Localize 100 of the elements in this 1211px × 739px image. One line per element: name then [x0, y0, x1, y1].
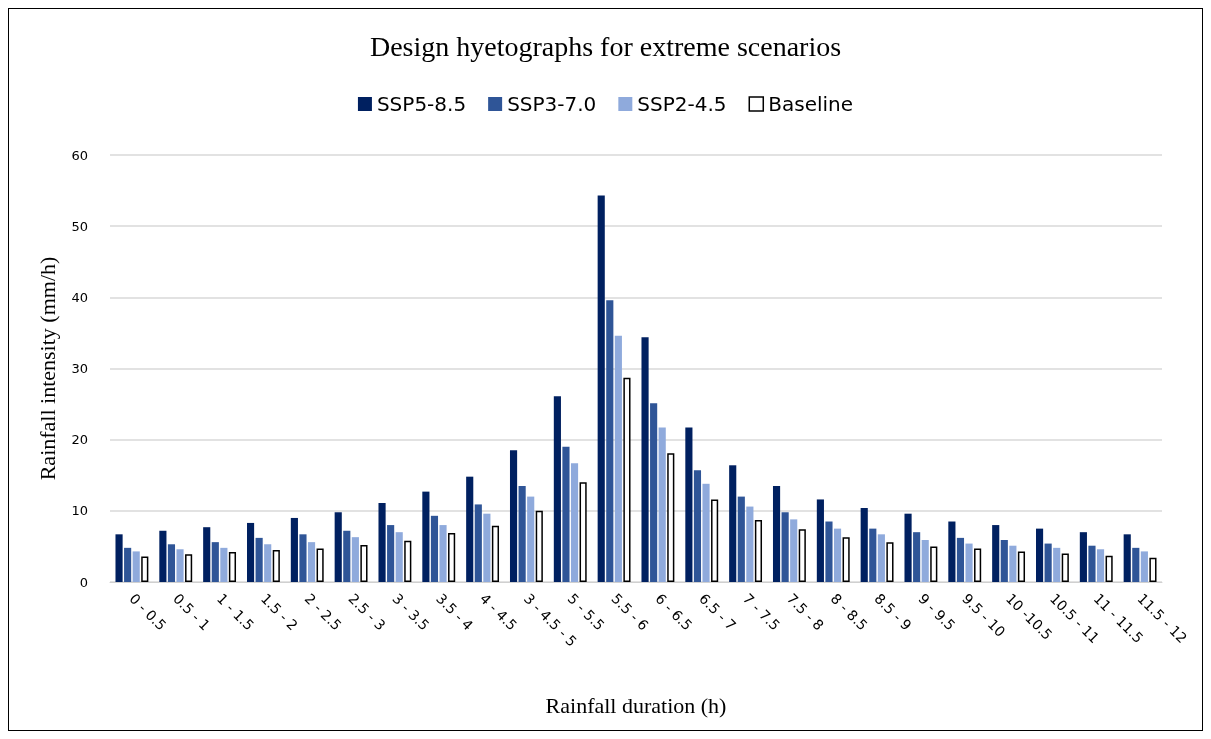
bar — [159, 530, 167, 582]
bar — [658, 427, 666, 582]
bar — [974, 548, 982, 582]
bar — [913, 532, 921, 582]
bar — [141, 556, 149, 582]
bar — [781, 512, 789, 582]
bar — [115, 534, 123, 582]
bar — [948, 521, 956, 582]
bar — [667, 453, 675, 582]
x-tick-label: 7.5 - 8 — [783, 590, 827, 634]
bar — [623, 377, 631, 582]
x-tick-label: 3.5 - 4 — [433, 590, 477, 634]
bar — [650, 403, 658, 582]
y-tick-label: 10 — [71, 503, 88, 519]
bar — [798, 529, 806, 582]
bar — [474, 504, 482, 582]
bar — [466, 476, 474, 582]
bar — [956, 537, 965, 582]
y-tick-label: 60 — [71, 147, 88, 163]
bar — [886, 542, 894, 582]
y-tick-label: 20 — [71, 432, 88, 448]
bar — [1044, 543, 1052, 582]
bar — [921, 540, 929, 582]
bar — [395, 532, 403, 582]
bar — [185, 554, 193, 582]
x-tick-label: 4 - 4.5 — [476, 590, 521, 634]
bar — [570, 463, 579, 582]
bar — [1061, 553, 1069, 582]
bar — [1123, 534, 1131, 582]
bar — [992, 525, 1000, 582]
legend-label: SSP3-7.0 — [507, 92, 597, 116]
bar — [518, 485, 526, 582]
bar — [825, 521, 833, 582]
bar — [167, 544, 176, 582]
bar — [246, 522, 255, 582]
chart-title: Design hyetographs for extreme scenarios — [369, 30, 842, 62]
y-tick-label: 50 — [71, 218, 88, 234]
bar — [132, 551, 140, 582]
legend-label: Baseline — [768, 92, 854, 116]
x-tick-label: 2 - 2.5 — [301, 590, 345, 634]
bar — [404, 540, 412, 582]
bar — [272, 549, 280, 582]
bar — [351, 537, 359, 582]
bar — [772, 485, 781, 582]
bar — [597, 195, 605, 582]
y-tick-label: 0 — [79, 574, 88, 590]
bar — [211, 542, 219, 582]
bar — [378, 503, 386, 582]
bar — [176, 549, 184, 582]
bar — [833, 528, 842, 582]
legend-label: SSP5-8.5 — [376, 92, 467, 116]
y-tick-label: 30 — [71, 361, 88, 376]
bar — [422, 491, 430, 582]
legend-label: SSP2-4.5 — [637, 92, 727, 116]
bar — [448, 532, 456, 582]
bar — [1035, 528, 1044, 582]
bar — [842, 537, 850, 582]
bar — [562, 446, 570, 582]
bar — [729, 465, 737, 582]
bar — [1149, 557, 1157, 582]
bar — [1140, 551, 1148, 582]
x-axis-title: Rainfall duration (h) — [545, 692, 727, 718]
bar — [535, 510, 543, 582]
bar — [553, 396, 561, 582]
x-tick-label: 1 - 1.5 — [213, 590, 258, 634]
x-tick-label: 8.5 - 9 — [871, 590, 915, 634]
bar — [307, 542, 316, 582]
bar — [1079, 532, 1087, 582]
bar — [1105, 555, 1113, 582]
bar — [746, 506, 754, 582]
bar — [614, 335, 622, 582]
bar — [1053, 547, 1061, 582]
bar — [1132, 547, 1140, 582]
x-tick-label: 0.5 - 1 — [170, 590, 214, 634]
bar — [290, 517, 298, 582]
y-axis-title: Rainfall intensity (mm/h) — [34, 256, 60, 481]
bar — [203, 527, 211, 582]
bar — [483, 513, 491, 582]
bar — [1009, 545, 1017, 582]
bar — [299, 534, 307, 582]
bar — [264, 544, 272, 582]
bar — [816, 499, 824, 582]
bar — [1017, 551, 1026, 582]
bar — [220, 547, 228, 582]
bar — [1000, 540, 1008, 582]
bar — [904, 513, 912, 582]
bar — [754, 520, 763, 582]
bar — [527, 496, 535, 582]
bar — [641, 337, 649, 582]
bar — [702, 483, 710, 582]
bar — [316, 548, 324, 582]
bar — [430, 515, 439, 582]
x-tick-label: 6.5 - 7 — [696, 590, 740, 634]
bar — [606, 300, 614, 582]
y-tick-label: 40 — [71, 289, 88, 305]
bar — [693, 470, 702, 582]
bar — [343, 530, 351, 582]
x-tick-label: 9 - 9.5 — [915, 590, 959, 634]
bar — [860, 507, 868, 582]
bar — [439, 525, 447, 582]
